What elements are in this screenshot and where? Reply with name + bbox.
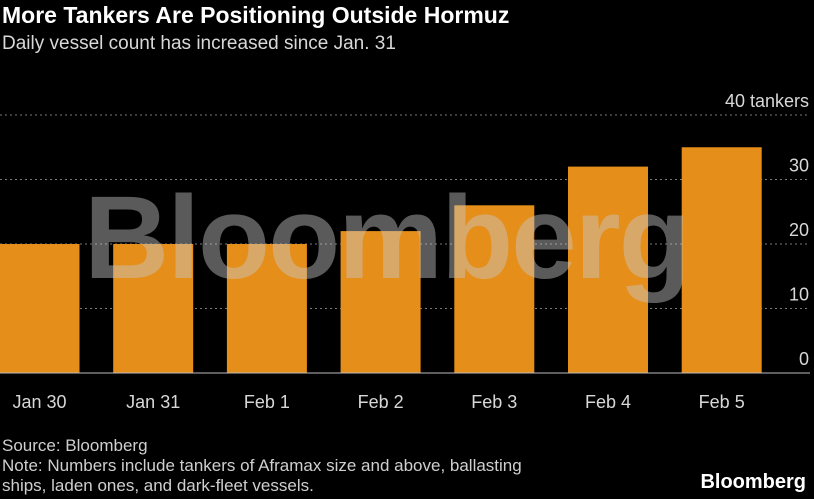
source-text: Source: Bloomberg bbox=[2, 436, 148, 455]
x-tick-label: Jan 30 bbox=[12, 392, 66, 412]
bar bbox=[226, 244, 307, 373]
bar bbox=[0, 244, 80, 373]
bar bbox=[340, 231, 421, 373]
y-tick-labels: 0 10 20 30 40 tankers bbox=[725, 91, 809, 369]
x-tick-label: Feb 2 bbox=[358, 392, 404, 412]
bar-chart: 0 10 20 30 40 tankers Jan 30 Jan 31 Feb 1 Feb 2… bbox=[0, 91, 810, 412]
note-line-2: ships, laden ones, and dark-fleet vessel… bbox=[2, 476, 314, 495]
chart-subtitle: Daily vessel count has increased since J… bbox=[2, 33, 396, 54]
brand-logo: Bloomberg bbox=[700, 471, 806, 493]
bars bbox=[0, 147, 762, 373]
x-tick-label: Feb 3 bbox=[471, 392, 517, 412]
bar bbox=[113, 244, 194, 373]
y-tick-label: 40 tankers bbox=[725, 91, 809, 111]
x-tick-labels: Jan 30 Jan 31 Feb 1 Feb 2 Feb 3 Feb 4 Feb 5 bbox=[12, 392, 744, 412]
chart-title: More Tankers Are Positioning Outside Hor… bbox=[2, 2, 510, 28]
note-line-1: Note: Numbers include tankers of Aframax… bbox=[2, 456, 522, 475]
x-tick-label: Feb 5 bbox=[699, 392, 745, 412]
y-tick-label: 30 bbox=[789, 156, 809, 176]
bar bbox=[568, 166, 648, 373]
bar bbox=[681, 147, 762, 373]
y-tick-label: 10 bbox=[789, 285, 809, 305]
y-tick-label: 20 bbox=[789, 220, 809, 240]
x-tick-label: Feb 4 bbox=[585, 392, 631, 412]
x-tick-label: Feb 1 bbox=[244, 392, 290, 412]
y-tick-label: 0 bbox=[799, 349, 809, 369]
x-tick-label: Jan 31 bbox=[126, 392, 180, 412]
footer-notes: Source: Bloomberg Note: Numbers include … bbox=[2, 436, 652, 496]
bar bbox=[454, 205, 535, 373]
